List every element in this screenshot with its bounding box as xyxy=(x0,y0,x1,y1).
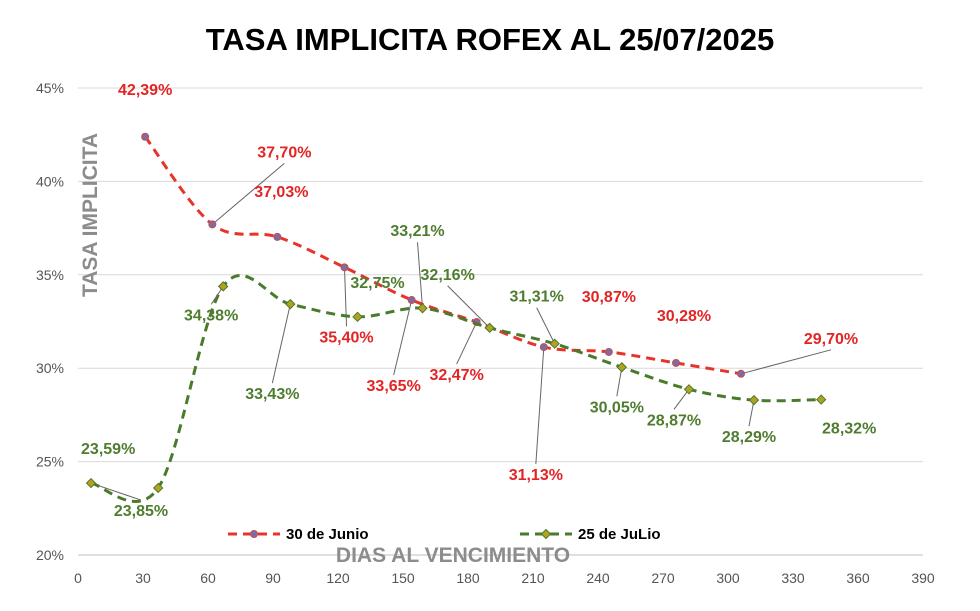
x-tick-labels: 0 30 60 90 120 150 180 210 240 270 300 330 360 390 xyxy=(74,570,935,586)
data-label: 31,13% xyxy=(509,467,563,484)
data-point xyxy=(616,362,628,373)
data-point xyxy=(815,394,827,405)
x-tick-label: 330 xyxy=(781,570,805,586)
x-tick-label: 30 xyxy=(135,570,151,586)
data-label: 32,75% xyxy=(350,275,404,292)
y-tick-labels: 20% 25% 30% 35% 40% 45% xyxy=(36,80,64,563)
leader-line xyxy=(740,349,832,375)
data-point xyxy=(672,358,680,367)
data-label: 28,32% xyxy=(822,421,876,438)
data-label: 30,28% xyxy=(657,308,711,325)
data-label: 33,65% xyxy=(367,378,421,395)
data-label: 35,40% xyxy=(319,329,373,346)
x-tick-label: 90 xyxy=(265,570,281,586)
data-point xyxy=(604,347,613,356)
leader-line xyxy=(456,321,478,365)
x-tick-label: 390 xyxy=(911,570,935,586)
legend-marker xyxy=(540,528,552,540)
data-point xyxy=(285,298,296,310)
series-2: 23,85% 23,59% 34,38% 33,43% 32,75% 33,21% 32,1… xyxy=(81,223,876,520)
data-point xyxy=(85,477,97,489)
leader-line xyxy=(393,299,413,376)
legend: 30 de Junio 25 de JuLio xyxy=(228,526,661,543)
legend-label: 25 de JuLio xyxy=(578,526,661,543)
data-point xyxy=(352,311,363,323)
data-label: 33,43% xyxy=(245,386,299,403)
legend-label: 30 de Junio xyxy=(286,526,369,543)
data-label: 23,59% xyxy=(81,441,135,458)
data-label: 37,03% xyxy=(254,184,308,201)
x-tick-label: 300 xyxy=(716,570,740,586)
data-label: 23,85% xyxy=(114,503,168,520)
legend-item: 25 de JuLio xyxy=(520,526,661,543)
data-point xyxy=(152,482,164,494)
leader-line xyxy=(212,162,285,225)
x-tick-label: 0 xyxy=(74,570,82,586)
leader-line xyxy=(536,307,556,344)
data-label: 42,39% xyxy=(118,82,172,99)
data-label: 32,47% xyxy=(430,367,484,384)
x-tick-label: 120 xyxy=(326,570,350,586)
data-label: 28,29% xyxy=(722,429,776,446)
data-label: 29,70% xyxy=(804,331,858,348)
leader-line xyxy=(90,482,142,501)
data-point xyxy=(417,303,428,314)
x-tick-label: 180 xyxy=(456,570,480,586)
y-tick-label: 45% xyxy=(36,80,64,96)
data-label: 32,16% xyxy=(421,267,475,284)
leader-line xyxy=(673,389,690,410)
data-point xyxy=(683,384,695,395)
data-point xyxy=(549,338,560,349)
data-point xyxy=(484,322,495,334)
data-label: 30,87% xyxy=(582,289,636,306)
data-point xyxy=(217,281,229,292)
x-tick-label: 150 xyxy=(391,570,415,586)
data-point xyxy=(141,132,150,141)
y-tick-label: 40% xyxy=(36,173,64,189)
y-tick-label: 35% xyxy=(36,267,64,283)
legend-marker xyxy=(250,530,258,538)
y-tick-label: 20% xyxy=(36,547,64,563)
x-tick-label: 240 xyxy=(586,570,610,586)
data-label: 28,87% xyxy=(647,412,701,429)
leader-line xyxy=(535,347,545,465)
data-label: 34,38% xyxy=(184,307,238,324)
leader-line xyxy=(447,285,491,329)
legend-item: 30 de Junio xyxy=(228,526,369,543)
data-label: 33,21% xyxy=(390,223,444,240)
data-label: 31,31% xyxy=(510,289,564,306)
data-point xyxy=(737,369,745,378)
gridlines xyxy=(78,87,923,556)
data-label: 37,70% xyxy=(257,144,311,161)
y-tick-label: 30% xyxy=(36,360,64,376)
chart-title: TASA IMPLICITA ROFEX AL 25/07/2025 xyxy=(206,22,774,57)
y-axis-title: TASA IMPLICITA xyxy=(79,133,102,297)
series-layer: 42,39% 37,70% 37,03% 35,40% 33,65% 32,47% 31,1… xyxy=(81,82,876,520)
x-tick-label: 210 xyxy=(521,570,545,586)
x-tick-label: 270 xyxy=(651,570,675,586)
data-point xyxy=(748,394,760,406)
data-point xyxy=(340,263,349,272)
x-tick-label: 60 xyxy=(200,570,216,586)
data-point xyxy=(407,296,416,305)
leader-line xyxy=(616,367,623,397)
y-tick-label: 25% xyxy=(36,454,64,470)
data-point xyxy=(273,232,282,241)
data-point xyxy=(539,343,548,352)
data-point xyxy=(208,220,217,229)
leader-line xyxy=(417,242,423,309)
x-axis-title: DIAS AL VENCIMIENTO xyxy=(336,544,570,567)
leader-line xyxy=(271,304,291,384)
data-label: 30,05% xyxy=(590,399,644,416)
x-tick-label: 360 xyxy=(846,570,870,586)
